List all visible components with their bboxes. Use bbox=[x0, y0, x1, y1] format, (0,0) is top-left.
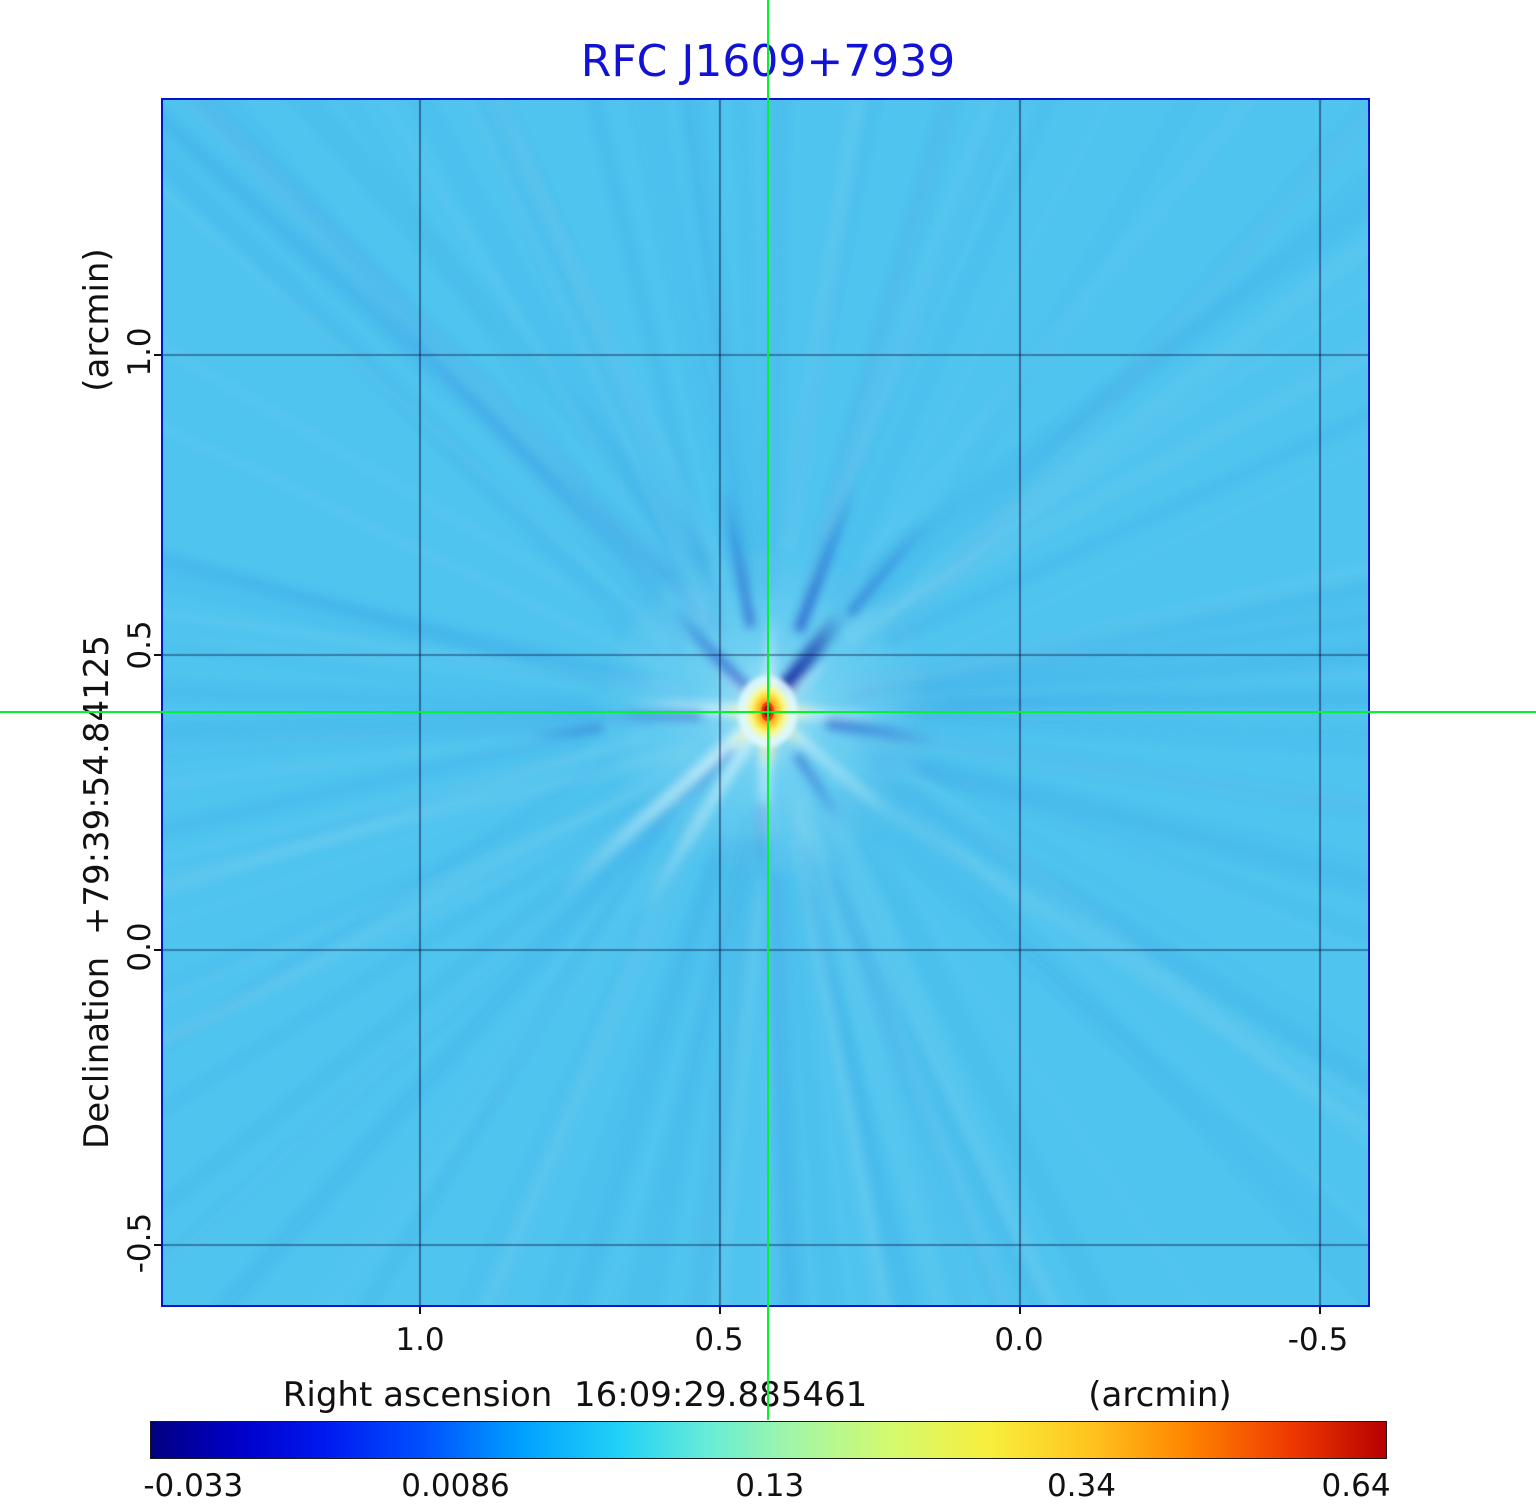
colorbar-tick-label: 0.34 bbox=[1046, 1468, 1116, 1504]
y-tick-label: 0.5 bbox=[122, 620, 158, 670]
y-axis-tick-mark bbox=[154, 1243, 161, 1246]
colorbar-tick-label: 0.13 bbox=[735, 1468, 805, 1504]
y-axis-unit-label: (arcmin) bbox=[77, 248, 117, 392]
radio-map-image bbox=[163, 100, 1368, 1305]
x-tick-label: 0.0 bbox=[994, 1322, 1044, 1358]
plot-frame bbox=[161, 98, 1370, 1307]
colorbar-tick-label: 0.0086 bbox=[401, 1468, 510, 1504]
y-tick-label: 0.0 bbox=[122, 922, 158, 972]
colorbar-labels: -0.033 0.0086 0.13 0.34 0.64 bbox=[143, 1468, 1390, 1504]
colorbar bbox=[150, 1421, 1387, 1459]
y-axis-tick-mark bbox=[154, 949, 161, 951]
colorbar-tick-label: -0.033 bbox=[143, 1468, 244, 1504]
colorbar-gradient bbox=[151, 1422, 1386, 1458]
x-axis-tick-mark bbox=[1319, 1307, 1322, 1314]
y-tick-label: 1.0 bbox=[122, 327, 158, 377]
y-axis-tick-mark bbox=[154, 654, 161, 657]
y-axis-tick-mark bbox=[154, 353, 161, 356]
colorbar-tick-label: 0.64 bbox=[1321, 1468, 1391, 1504]
x-axis-tick-mark bbox=[1018, 1307, 1021, 1314]
y-tick-label: -0.5 bbox=[122, 1212, 158, 1274]
crosshair-horizontal bbox=[0, 710, 1536, 713]
x-axis-tick-mark bbox=[419, 1307, 422, 1314]
x-axis-title: Right ascension 16:09:29.885461 bbox=[282, 1375, 868, 1415]
x-axis-tick-mark bbox=[718, 1307, 721, 1314]
x-tick-label: -0.5 bbox=[1287, 1322, 1349, 1358]
x-tick-label: 0.5 bbox=[694, 1322, 744, 1358]
x-tick-label: 1.0 bbox=[395, 1322, 445, 1358]
crosshair-vertical bbox=[766, 0, 769, 1420]
x-axis-unit-label: (arcmin) bbox=[1088, 1375, 1232, 1415]
